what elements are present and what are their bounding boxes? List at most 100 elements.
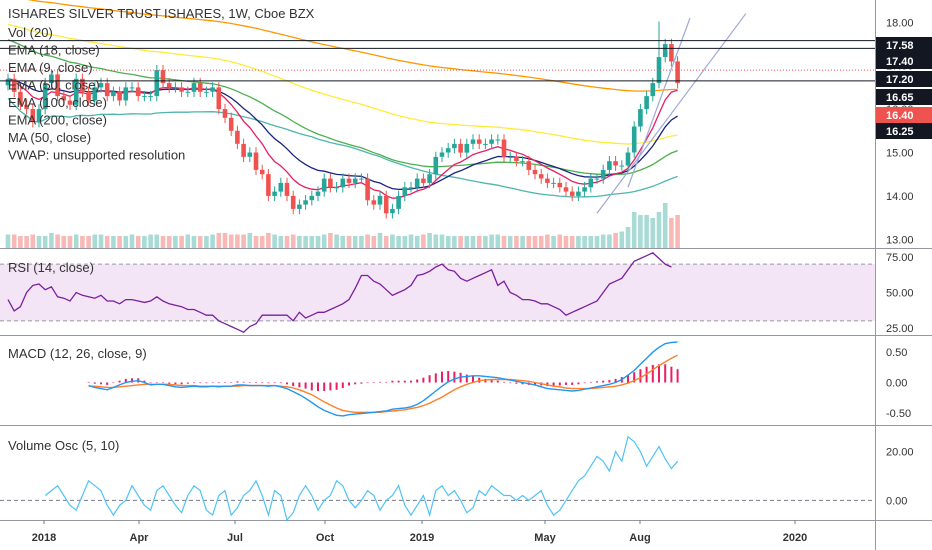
macd-histogram-bar — [602, 380, 605, 383]
volume-bar — [135, 236, 141, 248]
x-tick-label: Jul — [227, 532, 243, 544]
volume-bar — [371, 236, 377, 248]
macd-histogram-bar — [112, 382, 115, 383]
macd-histogram-bar — [658, 364, 660, 383]
macd-histogram-bar — [323, 382, 326, 391]
candle-body — [266, 174, 271, 196]
candle-body — [433, 156, 439, 175]
volume-bar — [495, 234, 501, 248]
candle-body — [241, 143, 246, 157]
volume-bar — [154, 234, 160, 248]
volume-bar — [49, 233, 54, 248]
volume-bar — [160, 236, 166, 248]
volume-bar — [569, 236, 575, 248]
candle-body — [408, 187, 414, 189]
legend-item: EMA (100, close) — [8, 95, 107, 110]
candle-body — [588, 178, 594, 188]
volume-bar — [352, 236, 358, 248]
volume-bar — [216, 233, 222, 248]
volume-bar — [259, 236, 265, 248]
x-tick-label: Apr — [130, 532, 150, 544]
macd-histogram-bar — [224, 382, 226, 383]
price-tag-label: 17.58 — [886, 40, 914, 52]
candle-body — [390, 208, 395, 214]
time-axis[interactable]: 2018 Apr Jul Oct 2019 May Aug 2020 — [32, 520, 807, 544]
macd-pane[interactable]: 0.50 0.00 -0.50 — [87, 341, 911, 420]
macd-histogram-bar — [180, 382, 183, 385]
x-tick-label: 2018 — [32, 532, 56, 544]
candle-body — [117, 91, 122, 101]
volume-bar — [117, 236, 122, 248]
volume-osc-pane[interactable]: 20.00 0.00 — [0, 435, 914, 522]
macd-histogram-bar — [558, 382, 561, 386]
candle-body — [61, 96, 67, 101]
volume-bar — [111, 236, 116, 248]
candle-body — [557, 182, 563, 188]
volume-osc-tick-label: 0.00 — [886, 495, 907, 507]
macd-histogram-bar — [186, 382, 189, 384]
rsi-pane[interactable]: 25.00 50.00 75.00 — [0, 252, 914, 335]
volume-bar — [67, 236, 73, 248]
volume-bar — [247, 233, 253, 248]
volume-bar — [396, 236, 401, 248]
candle-body — [228, 117, 234, 131]
candle-body — [154, 70, 160, 97]
price-pane[interactable] — [0, 0, 875, 248]
candle-body — [30, 109, 36, 123]
rsi-band — [0, 264, 875, 321]
macd-histogram-bar — [230, 382, 233, 383]
volume-bars — [5, 203, 680, 248]
volume-bar — [625, 227, 631, 248]
candle-body — [334, 187, 339, 189]
volume-bar — [507, 236, 513, 248]
x-tick-label: 2020 — [783, 532, 807, 544]
macd-histogram-bar — [354, 382, 357, 385]
volume-bar — [86, 236, 91, 248]
volume-bar — [489, 234, 494, 248]
rsi-line — [7, 252, 672, 333]
trend-line-2 — [627, 17, 691, 188]
candle-body — [104, 83, 110, 97]
candle-body — [582, 187, 587, 192]
macd-histogram-bar — [521, 382, 524, 385]
macd-histogram-bar — [248, 382, 251, 383]
macd-histogram-bar — [317, 382, 319, 391]
candle-body — [538, 174, 544, 179]
macd-histogram-bar — [106, 382, 109, 385]
macd-histogram-bar — [490, 380, 493, 383]
macd-histogram-bar — [286, 382, 288, 385]
volume-bar — [520, 236, 525, 248]
macd-histogram-bar — [633, 372, 636, 383]
price-tag-17.20 — [876, 71, 932, 87]
price-tag-17.40 — [876, 53, 932, 69]
volume-bar — [315, 236, 321, 248]
candle-body — [42, 83, 48, 110]
macd-line — [88, 341, 678, 417]
candle-body — [656, 57, 662, 84]
macd-histogram-bar — [639, 369, 642, 383]
volume-bar — [284, 236, 290, 248]
macd-histogram-bar — [496, 380, 499, 383]
rsi-tick-label: 25.00 — [886, 323, 914, 335]
legend-item: EMA (9, close) — [8, 60, 93, 75]
volume-bar — [123, 236, 129, 248]
volume-bar — [340, 236, 346, 248]
ema-50-line — [7, 39, 678, 176]
volume-bar — [5, 234, 11, 248]
candle-body — [284, 182, 290, 196]
candle-body — [148, 96, 153, 98]
price-axis[interactable]: 13.0014.0015.0016.0017.0018.0017.5817.40… — [876, 17, 932, 246]
candle-body — [396, 195, 401, 209]
volume-bar — [551, 236, 556, 248]
macd-histogram-bar — [577, 382, 580, 385]
macd-histogram-bar — [100, 382, 102, 385]
candle-body — [253, 152, 259, 170]
candle-body — [222, 109, 228, 118]
volume-bar — [185, 234, 191, 248]
candle-body — [600, 169, 606, 179]
volume-bar — [408, 234, 414, 248]
volume-bar — [42, 236, 48, 248]
candle-body — [197, 83, 203, 92]
macd-histogram-bar — [465, 374, 468, 383]
